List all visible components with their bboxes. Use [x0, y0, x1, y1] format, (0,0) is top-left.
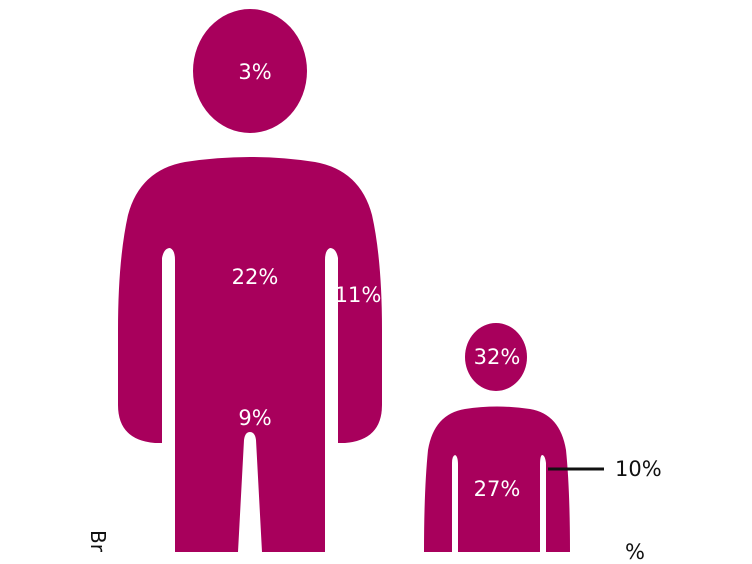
- child-torso-label: 27%: [473, 477, 521, 501]
- child-head-label: 32%: [473, 345, 521, 369]
- adult-body: [118, 157, 382, 552]
- body-figures: [118, 9, 604, 552]
- adult-head-label: 3%: [238, 60, 272, 84]
- adult-head: [193, 9, 307, 133]
- child-body: [424, 406, 570, 552]
- side-text: Br: [86, 530, 110, 552]
- child-arm-label: 10%: [615, 457, 662, 481]
- child-head: [465, 323, 527, 391]
- adult-torso-label: 22%: [231, 265, 279, 289]
- child-partial-label: %: [625, 540, 645, 564]
- adult-arm-label: 11%: [334, 283, 382, 307]
- adult-legs-label: 9%: [238, 406, 272, 430]
